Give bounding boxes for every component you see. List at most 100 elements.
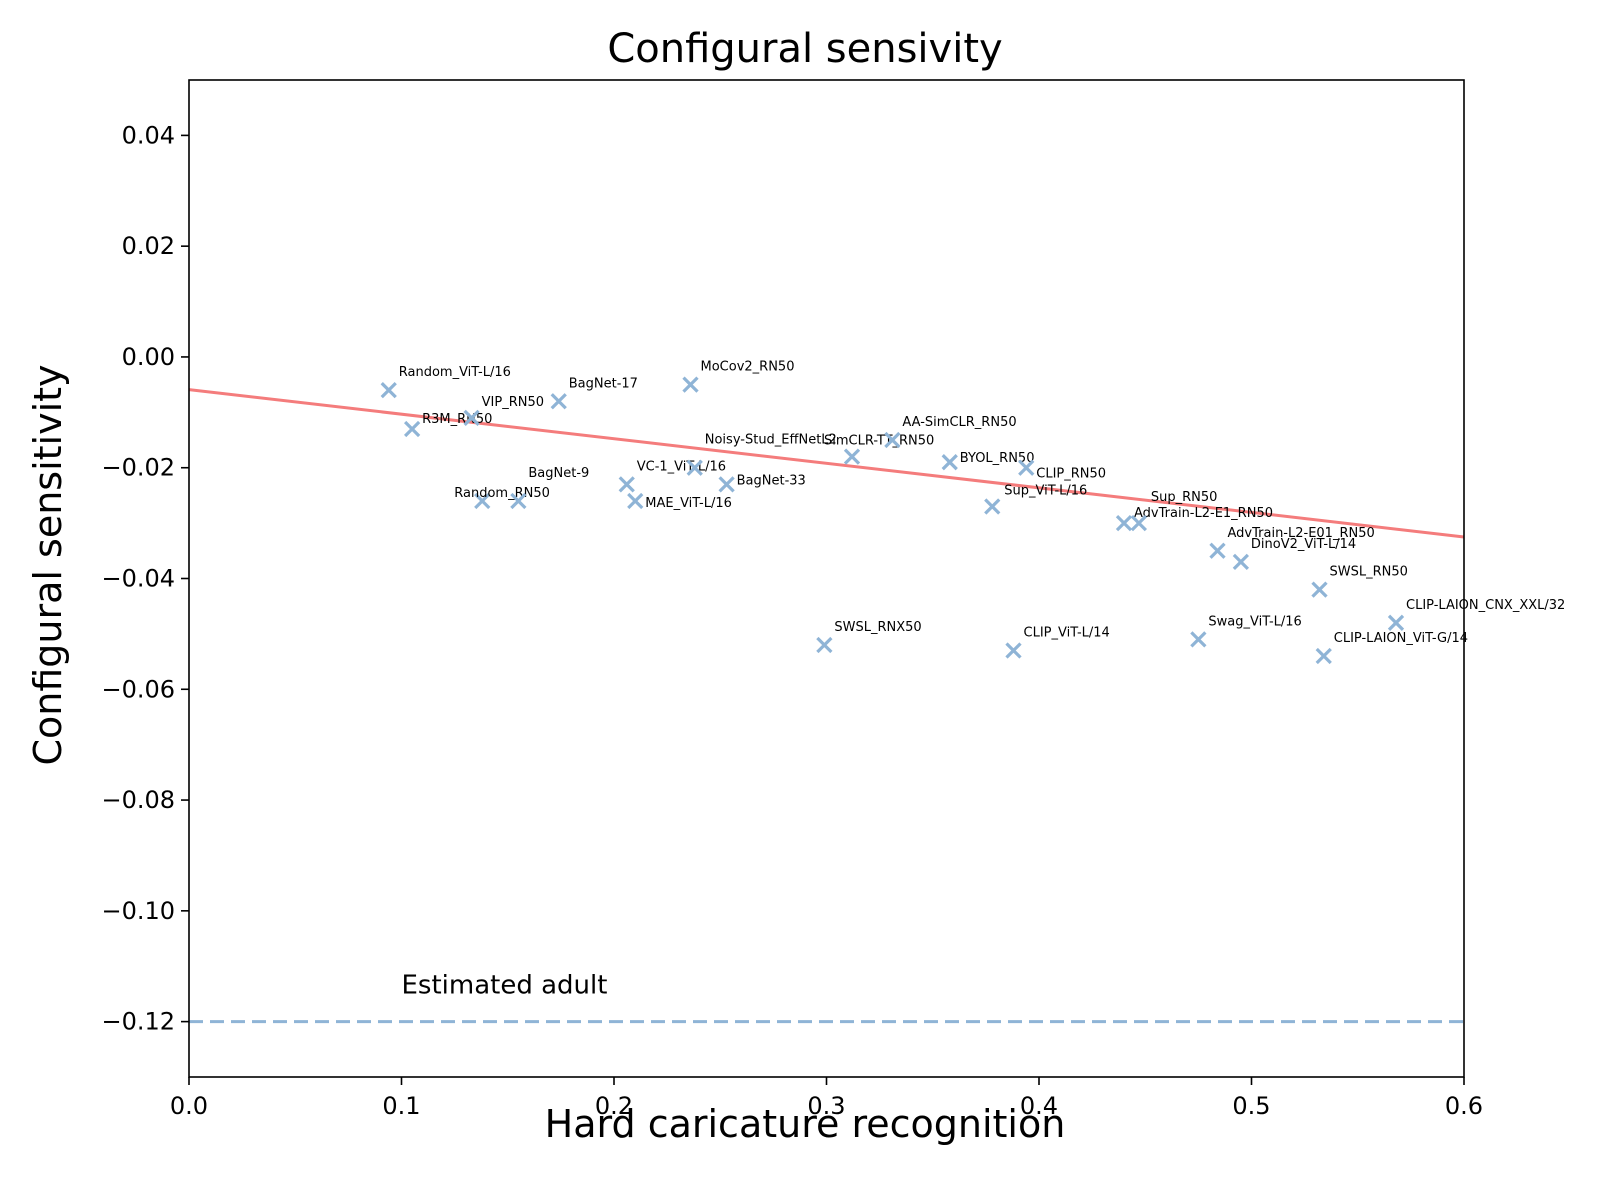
- point-label-bagnet-9: BagNet-9: [528, 466, 589, 481]
- y-tick-label: −0.12: [101, 1008, 175, 1036]
- data-point: Random_RN50: [454, 486, 550, 510]
- data-point: Random_ViT-L/16: [380, 365, 511, 399]
- data-point: AdvTrain-L2-E1_RN50: [1115, 506, 1273, 532]
- data-point: DinoV2_ViT-L/14: [1232, 537, 1356, 571]
- point-label-r3m-rn50: R3M_RN50: [422, 412, 492, 427]
- data-point: Sup_RN50: [1130, 490, 1218, 532]
- point-label-sup-vit-l-16: Sup_ViT-L/16: [1004, 483, 1087, 498]
- point-marker-random-vit-l-16: [380, 382, 397, 399]
- x-tick-label: 0.3: [807, 1092, 845, 1120]
- data-point: BagNet-17: [550, 376, 638, 410]
- point-marker-advtrain-l2-e01-rn50: [1209, 542, 1226, 559]
- data-point: Noisy-Stud_EffNetL2: [686, 433, 837, 476]
- point-label-simclr-tt-rn50: SimCLR-TT_RN50: [824, 434, 934, 449]
- x-tick-label: 0.5: [1232, 1092, 1270, 1120]
- data-point: VIP_RN50: [463, 395, 544, 427]
- data-point: CLIP_RN50: [1018, 459, 1106, 482]
- point-marker-byol-rn50: [941, 454, 958, 471]
- point-label-mocov2-rn50: MoCov2_RN50: [701, 360, 795, 375]
- point-label-noisy-stud-effnetl2: Noisy-Stud_EffNetL2: [705, 433, 837, 448]
- x-tick-label: 0.0: [170, 1092, 208, 1120]
- point-marker-advtrain-l2-e1-rn50: [1115, 514, 1133, 532]
- data-point: SWSL_RNX50: [816, 620, 922, 654]
- point-marker-bagnet-33: [718, 476, 735, 493]
- point-label-vc-1-vit-l-16: VC-1_ViT-L/16: [637, 459, 726, 474]
- point-marker-mocov2-rn50: [682, 376, 699, 393]
- y-tick-label: 0.00: [122, 343, 175, 371]
- point-marker-swsl-rnx50: [816, 636, 833, 654]
- point-marker-sup-rn50: [1130, 514, 1148, 532]
- point-label-dinov2-vit-l-14: DinoV2_ViT-L/14: [1251, 537, 1356, 552]
- chart-title: Configural sensivity: [607, 26, 1002, 72]
- data-point: AdvTrain-L2-E01_RN50: [1209, 526, 1375, 559]
- point-label-clip-vit-l-14: CLIP_ViT-L/14: [1024, 626, 1110, 641]
- point-label-clip-rn50: CLIP_RN50: [1036, 467, 1106, 482]
- data-point: SimCLR-TT_RN50: [824, 434, 934, 465]
- point-marker-mae-vit-l-16: [627, 492, 644, 510]
- x-axis-title: Hard caricature recognition: [545, 1102, 1066, 1146]
- x-tick-label: 0.4: [1020, 1092, 1058, 1120]
- point-marker-clip-laion-cnx-xxl-32: [1387, 614, 1405, 631]
- data-point: BagNet-33: [718, 473, 806, 493]
- point-marker-random-rn50: [474, 492, 491, 510]
- point-label-aa-simclr-rn50: AA-SimCLR_RN50: [902, 415, 1016, 430]
- data-point: CLIP_ViT-L/14: [1005, 626, 1110, 659]
- y-tick-label: −0.08: [101, 786, 175, 814]
- point-marker-bagnet-17: [550, 393, 567, 410]
- point-label-bagnet-17: BagNet-17: [569, 376, 638, 391]
- y-tick-label: 0.02: [122, 232, 175, 260]
- point-marker-swsl-rn50: [1311, 581, 1328, 598]
- y-tick-label: 0.04: [122, 121, 175, 149]
- point-marker-noisy-stud-effnetl2: [686, 459, 703, 476]
- point-label-swsl-rnx50: SWSL_RNX50: [834, 620, 921, 635]
- point-marker-clip-laion-vit-g-14: [1315, 647, 1332, 665]
- point-label-clip-laion-vit-g-14: CLIP-LAION_ViT-G/14: [1334, 631, 1468, 646]
- y-tick-label: −0.02: [101, 454, 175, 482]
- point-marker-aa-simclr-rn50: [884, 431, 901, 449]
- point-marker-clip-rn50: [1018, 459, 1035, 476]
- point-marker-bagnet-9: [510, 492, 527, 510]
- point-marker-r3m-rn50: [403, 420, 421, 438]
- reference-label: Estimated adult: [402, 971, 608, 1001]
- data-point: AA-SimCLR_RN50: [884, 415, 1017, 449]
- data-point: MAE_ViT-L/16: [627, 492, 732, 511]
- point-label-swag-vit-l-16: Swag_ViT-L/16: [1208, 614, 1301, 629]
- data-point: VC-1_ViT-L/16: [618, 459, 726, 493]
- point-marker-dinov2-vit-l-14: [1232, 553, 1250, 571]
- data-point: CLIP-LAION_ViT-G/14: [1315, 631, 1468, 665]
- point-marker-simclr-tt-rn50: [843, 448, 861, 465]
- x-tick-label: 0.1: [382, 1092, 420, 1120]
- data-point: BagNet-9: [510, 466, 589, 510]
- plot-area: Estimated adult Random_ViT-L/16 R3M_RN50 VI…: [101, 79, 1565, 1120]
- data-point: MoCov2_RN50: [682, 360, 795, 393]
- point-label-advtrain-l2-e01-rn50: AdvTrain-L2-E01_RN50: [1228, 526, 1375, 541]
- point-label-random-vit-l-16: Random_ViT-L/16: [399, 365, 511, 380]
- x-tick-label: 0.2: [595, 1092, 633, 1120]
- y-tick-label: −0.10: [101, 897, 175, 925]
- point-label-random-rn50: Random_RN50: [454, 486, 550, 501]
- data-point: CLIP-LAION_CNX_XXL/32: [1387, 598, 1565, 631]
- y-axis-title: Configural sensitivity: [26, 364, 70, 765]
- point-label-byol-rn50: BYOL_RN50: [960, 451, 1035, 466]
- point-label-vip-rn50: VIP_RN50: [482, 395, 544, 410]
- point-marker-clip-vit-l-14: [1005, 642, 1022, 659]
- point-label-swsl-rn50: SWSL_RN50: [1330, 565, 1408, 580]
- point-marker-vip-rn50: [463, 409, 480, 427]
- point-label-sup-rn50: Sup_RN50: [1151, 490, 1218, 505]
- point-label-bagnet-33: BagNet-33: [737, 473, 806, 488]
- point-marker-sup-vit-l-16: [984, 498, 1001, 515]
- data-point: SWSL_RN50: [1311, 565, 1408, 598]
- point-marker-vc-1-vit-l-16: [618, 476, 635, 493]
- data-point: Swag_ViT-L/16: [1190, 614, 1302, 648]
- point-label-clip-laion-cnx-xxl-32: CLIP-LAION_CNX_XXL/32: [1406, 598, 1565, 613]
- y-tick-label: −0.04: [101, 565, 175, 593]
- point-marker-swag-vit-l-16: [1190, 631, 1207, 648]
- x-tick-label: 0.6: [1445, 1092, 1483, 1120]
- point-label-mae-vit-l-16: MAE_ViT-L/16: [645, 496, 732, 511]
- data-point: BYOL_RN50: [941, 451, 1035, 471]
- y-tick-label: −0.06: [101, 675, 175, 703]
- fit-line: [188, 388, 1465, 539]
- point-label-advtrain-l2-e1-rn50: AdvTrain-L2-E1_RN50: [1134, 506, 1273, 521]
